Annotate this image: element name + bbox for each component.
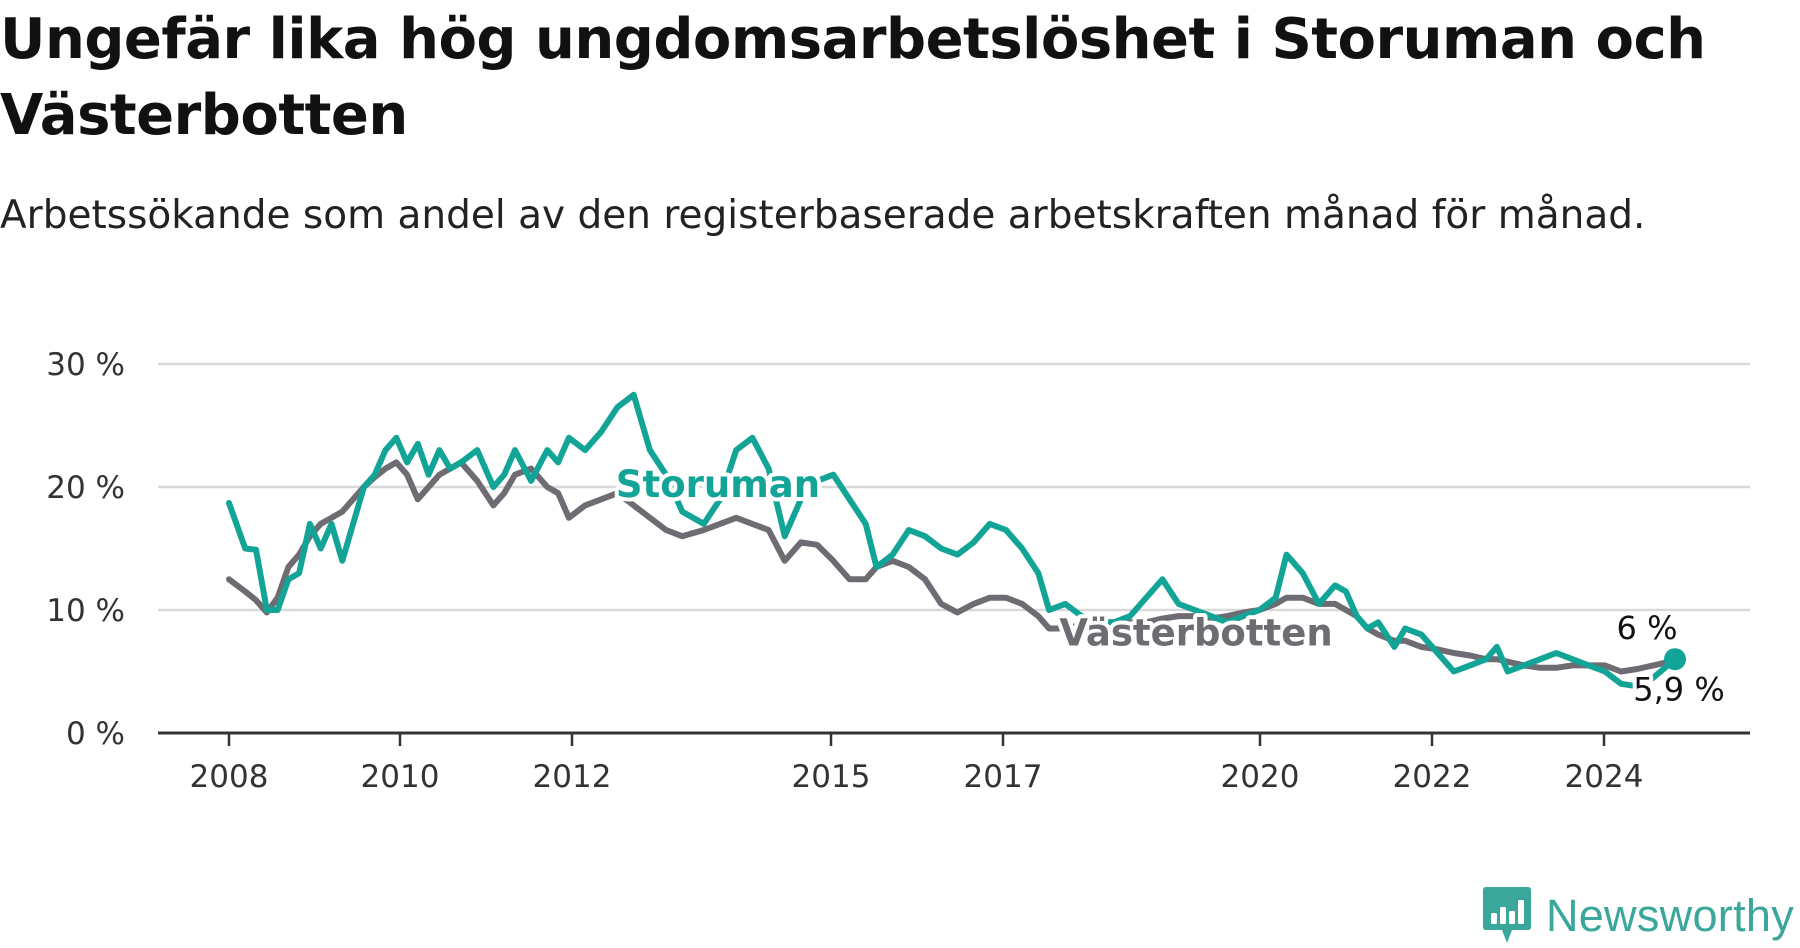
y-tick-label: 10 % — [46, 593, 125, 629]
x-axis: 2008 2010 2012 2015 2017 2020 2022 2024 — [158, 731, 1750, 795]
vasterbotten-line — [226, 459, 1678, 675]
storuman-end-marker — [1664, 648, 1686, 671]
vasterbotten-end-label: 5,9 % — [1633, 670, 1724, 708]
y-tick-label: 20 % — [46, 470, 125, 506]
x-tick-label: 2022 — [1393, 759, 1472, 795]
vasterbotten-series-label: Västerbotten — [1059, 612, 1332, 655]
x-tick-label: 2017 — [964, 759, 1043, 795]
brand-name: Newsworthy — [1545, 890, 1794, 941]
x-tick-label: 2008 — [190, 759, 269, 795]
series-lines — [226, 391, 1686, 690]
x-tick-label: 2010 — [361, 759, 440, 795]
storuman-series-label: Storuman — [616, 463, 820, 506]
newsworthy-brand[interactable]: Newsworthy — [1482, 884, 1794, 948]
series-labels: 6 % 5,9 % Storuman Västerbotten — [612, 459, 1729, 713]
x-tick-label: 2015 — [792, 759, 871, 795]
chart-title: Ungefär lika hög ungdomsarbetslöshet i S… — [0, 7, 1706, 148]
grid-lines — [158, 362, 1750, 612]
x-tick-label: 2020 — [1221, 759, 1300, 795]
chart-subtitle: Arbetssökande som andel av den registerb… — [0, 193, 1646, 238]
newsworthy-logo-icon — [1482, 887, 1531, 943]
storuman-end-label: 6 % — [1617, 609, 1678, 647]
y-axis-ticks: 0 % 10 % 20 % 30 % — [46, 347, 125, 752]
y-tick-label: 30 % — [46, 347, 125, 383]
x-tick-label: 2012 — [533, 759, 612, 795]
y-tick-label: 0 % — [66, 716, 125, 752]
x-tick-label: 2024 — [1565, 759, 1644, 795]
storuman-line — [226, 391, 1678, 690]
